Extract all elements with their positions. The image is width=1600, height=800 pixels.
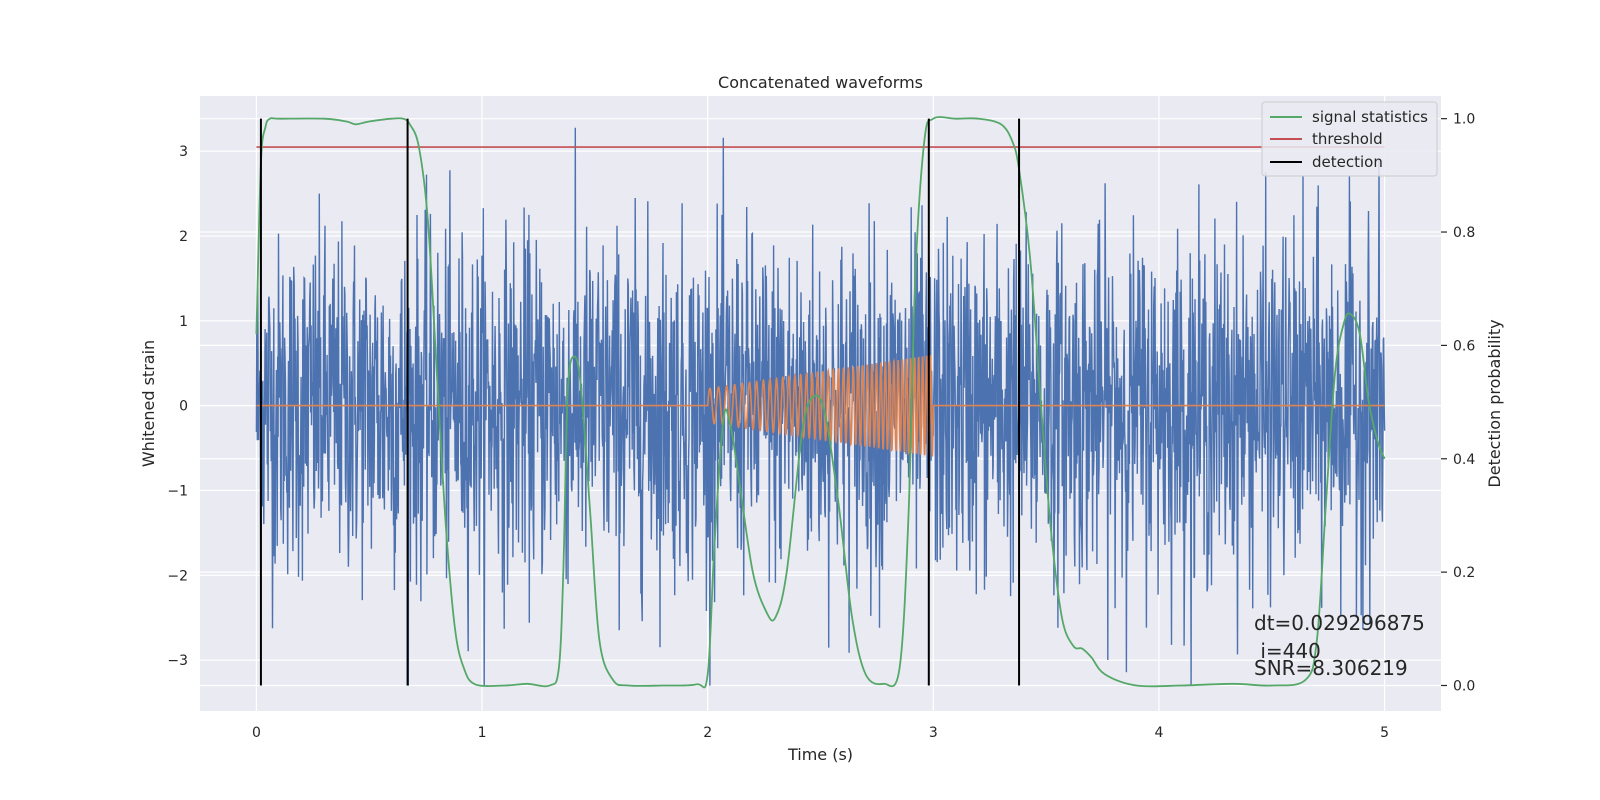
legend-label-detection: detection [1312, 153, 1383, 171]
x-tick-label: 4 [1154, 725, 1163, 741]
x-tick-label: 3 [929, 725, 938, 741]
x-axis-label: Time (s) [787, 745, 853, 764]
y2-tick-label: 1.0 [1453, 112, 1475, 128]
signal-statistics-line [255, 116, 1386, 689]
legend-frame [1261, 101, 1438, 177]
injected-chirp-series [256, 355, 1385, 457]
y2-tick-label: 0.2 [1453, 565, 1475, 581]
legend-label-signal-statistics: signal statistics [1312, 108, 1428, 126]
y-tick-label: 0 [179, 399, 188, 415]
x-tick-label: 5 [1380, 725, 1389, 741]
y2-tick-label: 0.6 [1453, 338, 1475, 354]
y2-axis-label: Detection probability [1485, 319, 1504, 487]
y-tick-label: 3 [179, 144, 188, 160]
annotation-snr: SNR=8.306219 [1254, 656, 1408, 680]
y-tick-label: 1 [179, 314, 188, 330]
legend: signal statistics threshold detection [1261, 101, 1438, 177]
y2-tick-label: 0.4 [1453, 452, 1475, 468]
left-y-ticks: 3 2 1 0 −1 −2 −3 [167, 144, 188, 669]
x-ticks: 0 1 2 3 4 5 [252, 725, 1389, 741]
y2-tick-label: 0.8 [1453, 225, 1475, 241]
y2-tick-label: 0.0 [1453, 678, 1475, 694]
y-tick-label: −3 [167, 653, 188, 669]
y-tick-label: 2 [179, 229, 188, 245]
annotation-dt: dt=0.029296875 [1254, 611, 1425, 635]
annotation-i: i=440 [1254, 639, 1321, 663]
right-y-ticks: 1.0 0.8 0.6 0.4 0.2 0.0 [1441, 112, 1475, 694]
x-tick-label: 1 [478, 725, 487, 741]
stats-annotation: dt=0.029296875 i=440 SNR=8.306219 [1254, 611, 1425, 680]
x-tick-label: 2 [703, 725, 712, 741]
y-tick-label: −2 [167, 568, 188, 584]
x-tick-label: 0 [252, 725, 261, 741]
chart-title: Concatenated waveforms [718, 73, 923, 92]
y-tick-label: −1 [167, 483, 188, 499]
legend-label-threshold: threshold [1312, 130, 1383, 148]
y-axis-label: Whitened strain [139, 340, 158, 467]
